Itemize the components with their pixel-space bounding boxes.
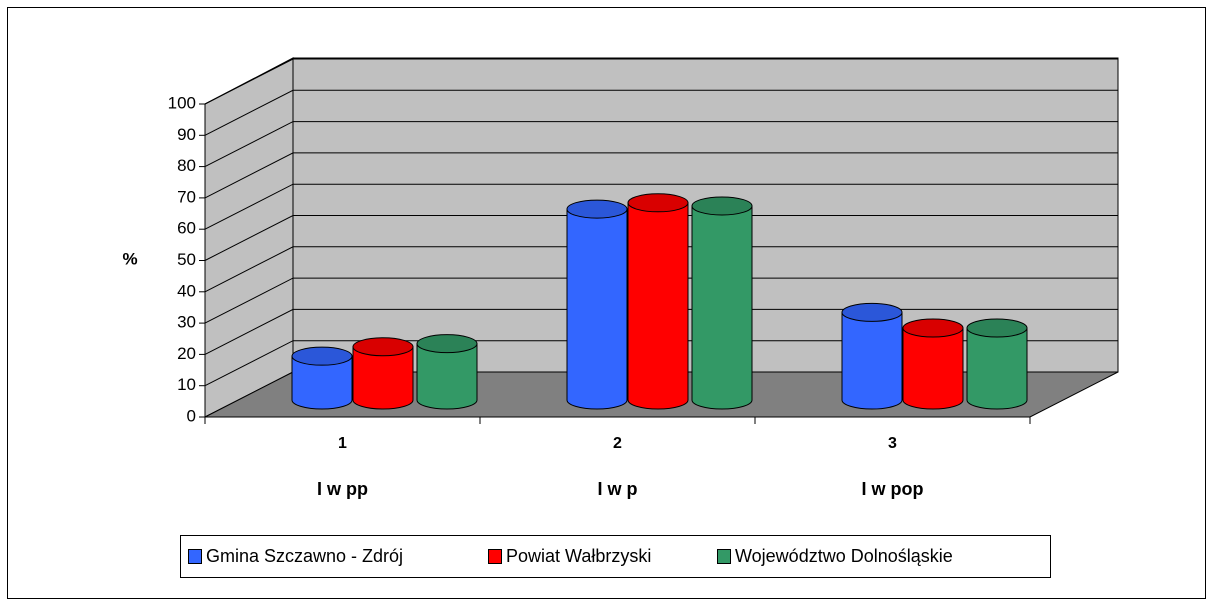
bar-body — [352, 346, 414, 410]
x-sublabel: I w p — [598, 479, 638, 499]
grid-line — [204, 183, 1118, 230]
bar — [566, 199, 628, 410]
x-tick-label: 3 — [888, 435, 897, 452]
bar — [352, 337, 414, 410]
legend-swatch — [488, 549, 502, 564]
y-tick-label: 30 — [177, 313, 196, 332]
y-tick-label: 50 — [177, 250, 196, 269]
bar — [627, 193, 689, 410]
legend-label: Województwo Dolnośląskie — [735, 546, 953, 566]
legend-swatch — [717, 549, 731, 564]
y-tick-label: 10 — [177, 375, 196, 394]
bar-body — [691, 205, 753, 410]
bar-body — [416, 343, 478, 410]
grid-line — [204, 152, 1118, 199]
bar-top — [352, 337, 414, 357]
y-axis-label: % — [122, 249, 137, 268]
bar-body — [966, 327, 1028, 410]
bar-top — [416, 334, 478, 354]
bar-body — [291, 355, 353, 410]
y-tick-label: 40 — [177, 281, 196, 300]
bar — [902, 318, 964, 410]
grid-line — [204, 277, 1118, 324]
bar — [966, 318, 1028, 410]
bar — [841, 302, 903, 410]
bar-top — [627, 193, 689, 213]
y-tick-label: 90 — [177, 125, 196, 144]
y-tick-label: 60 — [177, 219, 196, 238]
grid-line — [204, 215, 1118, 261]
y-tick-label: 70 — [177, 187, 196, 206]
legend-label: Powiat Wałbrzyski — [506, 546, 651, 566]
bar-top — [691, 196, 753, 216]
bar-body — [627, 202, 689, 410]
legend-label: Gmina Szczawno - Zdrój — [206, 546, 403, 566]
y-tick-label: 100 — [168, 93, 196, 112]
bar-body — [566, 208, 628, 410]
bar-top — [291, 346, 353, 366]
bar-top — [566, 199, 628, 219]
x-tick-label: 2 — [613, 435, 622, 452]
y-tick-label: 20 — [177, 344, 196, 363]
bar — [291, 346, 353, 410]
bar-body — [902, 327, 964, 410]
bar — [416, 334, 478, 410]
legend — [180, 535, 1051, 578]
bar-top — [841, 302, 903, 322]
grid-line — [204, 121, 1118, 168]
x-sublabel: I w pop — [862, 479, 924, 499]
grid-line — [204, 58, 1118, 105]
bar — [691, 196, 753, 410]
bar-top — [902, 318, 964, 338]
y-tick-label: 80 — [177, 156, 196, 175]
x-tick-label: 1 — [338, 435, 347, 452]
x-sublabel: I w pp — [317, 479, 368, 499]
legend-swatch — [188, 549, 202, 564]
y-tick-label: 0 — [187, 406, 196, 425]
grid-line — [204, 89, 1118, 136]
bar-top — [966, 318, 1028, 338]
grid-line — [204, 246, 1118, 293]
bar-body — [841, 311, 903, 410]
